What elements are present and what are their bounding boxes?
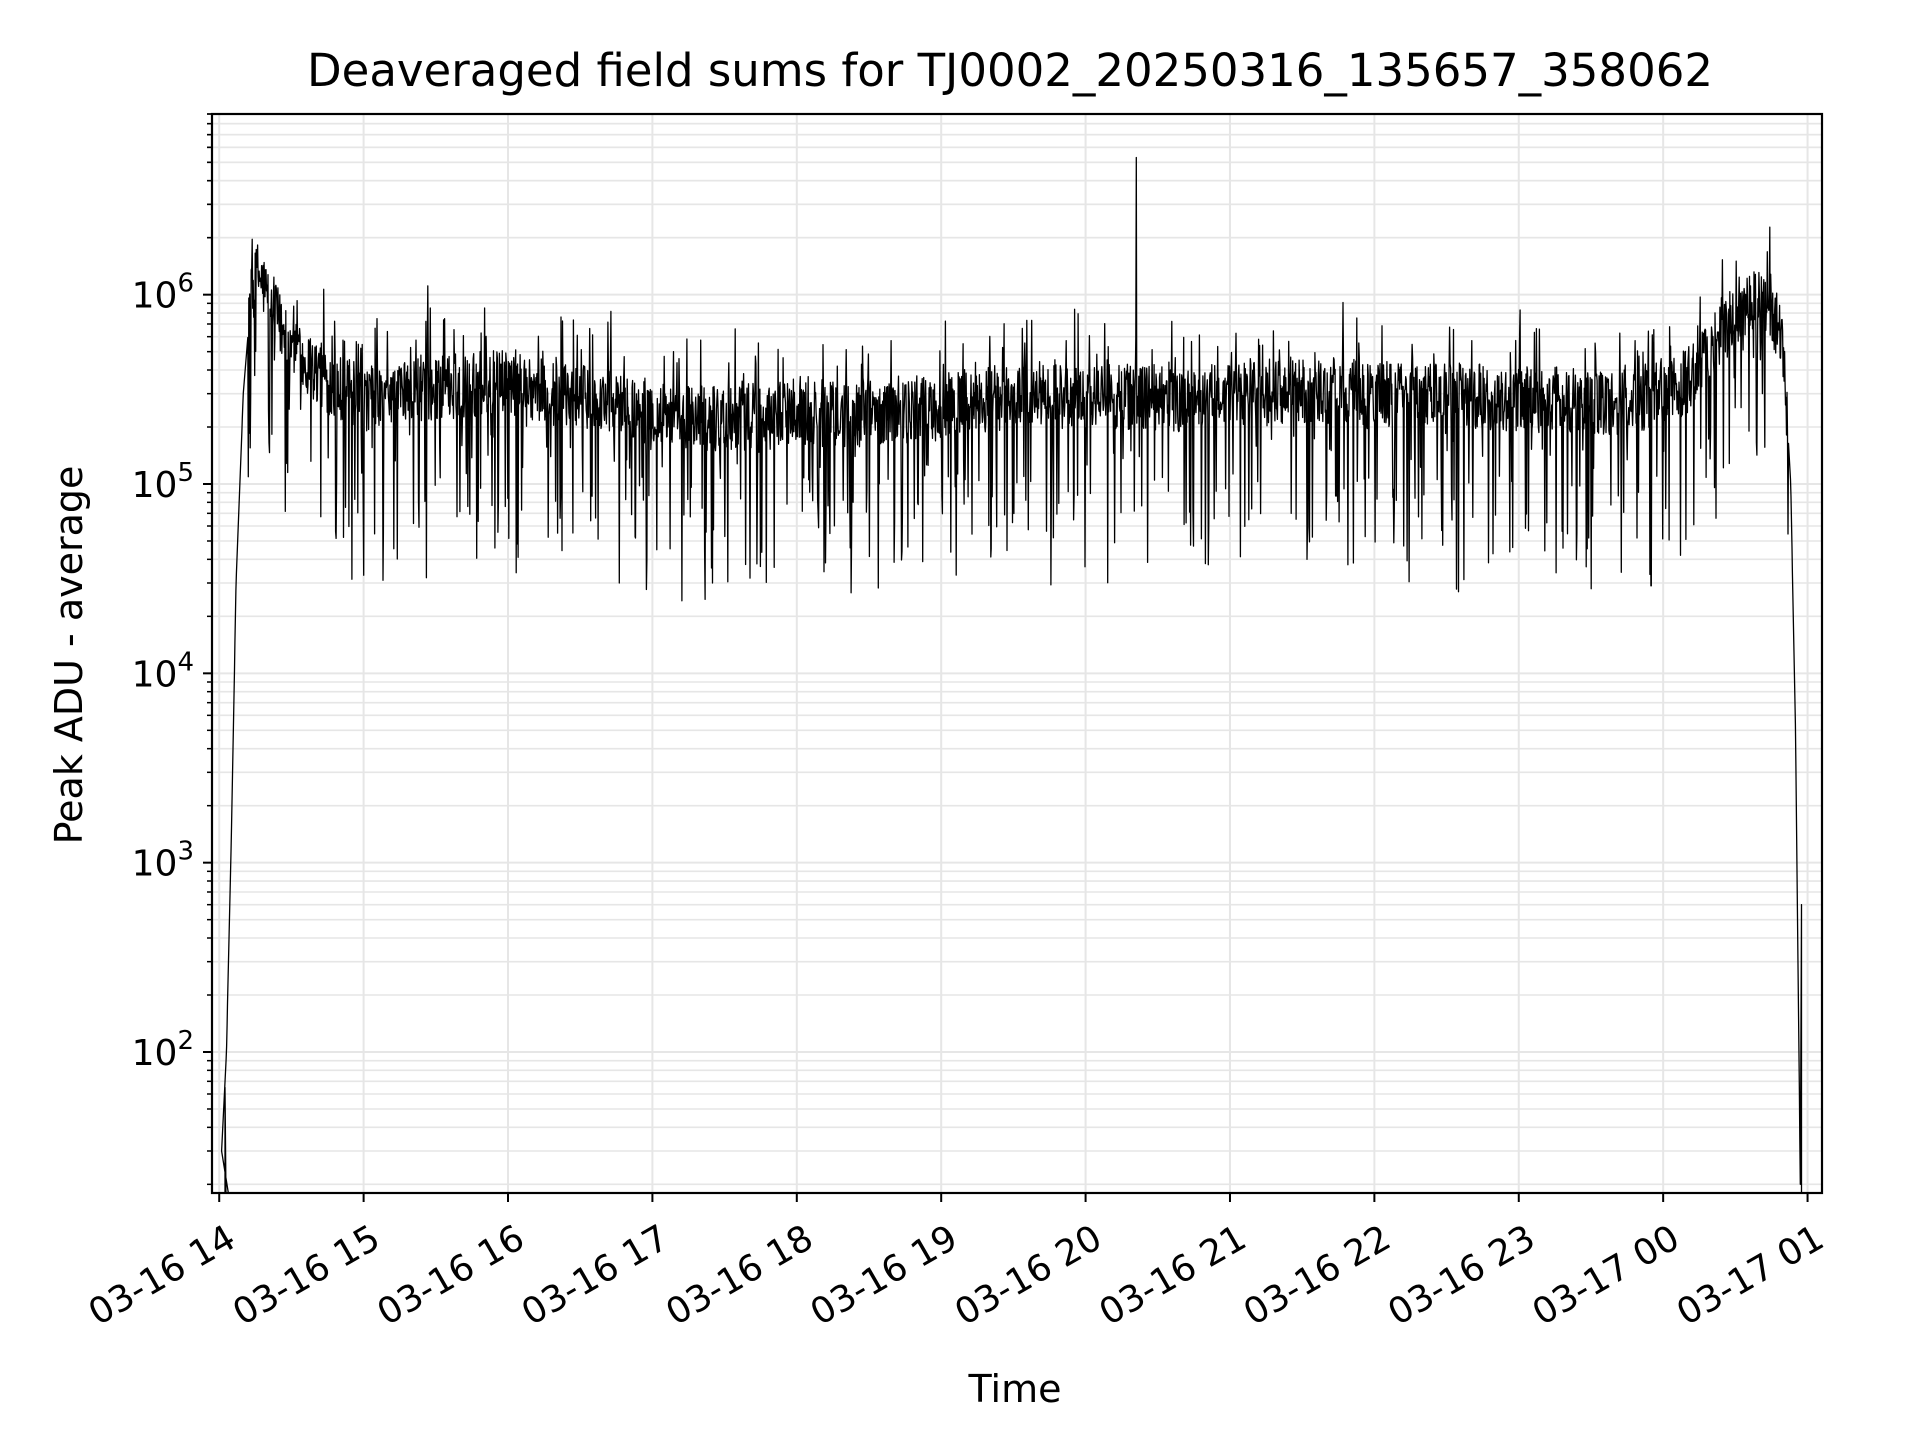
y-tick-exponent: 3: [177, 837, 194, 867]
y-tick-base: 10: [132, 276, 178, 317]
y-tick-label: 106: [132, 269, 194, 317]
plot-area: [220, 156, 1803, 1193]
data-series-line: [220, 156, 1803, 1193]
y-tick-exponent: 2: [177, 1026, 194, 1056]
y-tick-exponent: 4: [177, 647, 194, 677]
y-tick-exponent: 6: [177, 269, 194, 299]
y-tick-label: 102: [132, 1026, 194, 1074]
y-tick-exponent: 5: [177, 458, 194, 488]
y-tick-base: 10: [132, 465, 178, 506]
x-axis-label: Time: [968, 1367, 1062, 1411]
y-tick-base: 10: [132, 1033, 178, 1074]
y-tick-label: 105: [132, 458, 194, 506]
y-tick-label: 104: [132, 647, 194, 695]
y-tick-base: 10: [132, 844, 178, 885]
y-tick-base: 10: [132, 654, 178, 695]
y-tick-label: 103: [132, 837, 194, 885]
plot-frame: [210, 112, 1824, 1195]
y-axis-label: Peak ADU - average: [47, 466, 91, 845]
chart-title: Deaveraged field sums for TJ0002_2025031…: [307, 44, 1713, 97]
